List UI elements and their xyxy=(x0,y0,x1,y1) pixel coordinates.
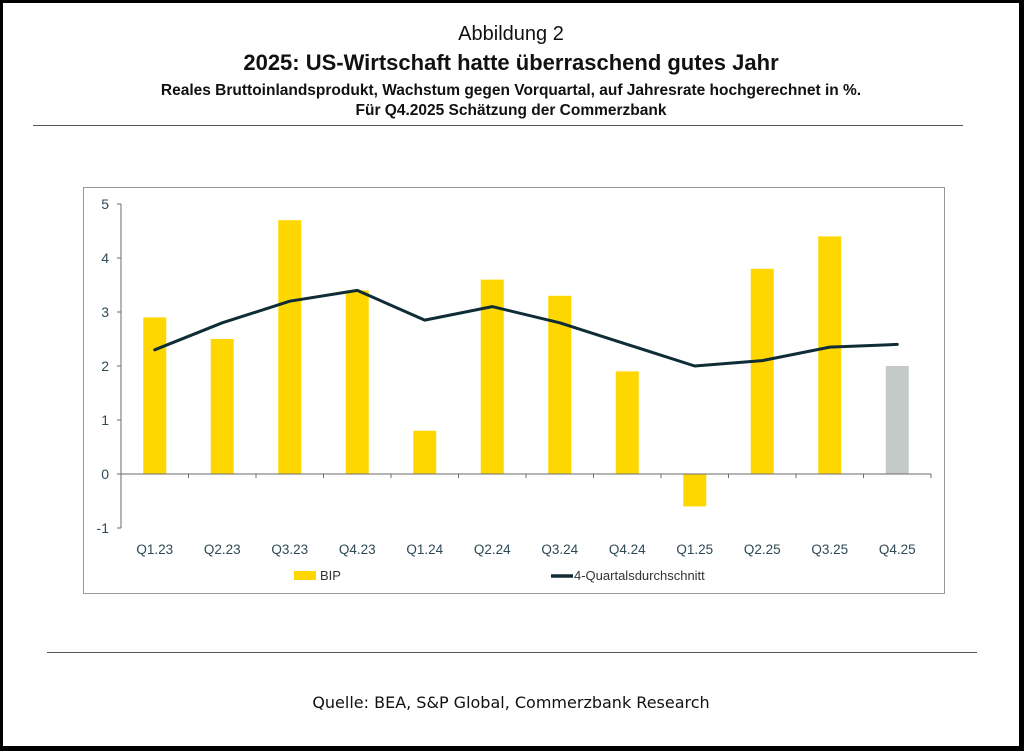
bar xyxy=(278,220,302,474)
y-axis: 5 4 3 2 1 0 -1 xyxy=(97,196,122,536)
x-tick-label: Q2.25 xyxy=(744,542,781,557)
y-tick-label: 4 xyxy=(101,250,109,266)
y-tick-label: -1 xyxy=(97,520,110,536)
x-tick-label: Q2.23 xyxy=(204,542,241,557)
bar xyxy=(480,279,504,474)
figure-label: Abbildung 2 xyxy=(458,23,564,45)
chart-title: 2025: US-Wirtschaft hatte überraschend g… xyxy=(243,50,779,75)
x-tick-label: Q1.23 xyxy=(136,542,173,557)
bar-estimate xyxy=(885,366,909,474)
x-tick-label: Q3.24 xyxy=(541,542,578,557)
y-tick-label: 5 xyxy=(101,196,109,212)
x-tick-label: Q1.25 xyxy=(676,542,713,557)
y-tick-label: 0 xyxy=(101,466,109,482)
y-tick-label: 1 xyxy=(101,412,109,428)
x-axis: Q1.23 Q2.23 Q3.23 Q4.23 Q1.24 Q2.24 Q3.24 Q4.24… xyxy=(120,473,932,557)
x-tick-label: Q4.24 xyxy=(609,542,646,557)
bar xyxy=(548,295,572,474)
bar xyxy=(683,474,707,507)
x-tick-label: Q3.23 xyxy=(271,542,308,557)
legend-swatch-bip xyxy=(294,571,316,580)
bar xyxy=(750,268,774,474)
legend: BIP 4-Quartalsdurchschnitt xyxy=(294,568,705,583)
figure-frame: Abbildung 2 2025: US-Wirtschaft hatte üb… xyxy=(3,3,1019,746)
subtitle-line-1: Reales Bruttoinlandsprodukt, Wachstum ge… xyxy=(160,82,862,99)
bars xyxy=(143,220,909,507)
x-tick-label: Q2.24 xyxy=(474,542,511,557)
x-tick-label: Q1.24 xyxy=(406,542,443,557)
line-series xyxy=(153,288,899,368)
bottom-divider xyxy=(47,652,977,653)
chart-area: 5 4 3 2 1 0 -1 Q1.23 Q2.23 Q3.23 Q4.23 Q1.24 Q2.24 Q… xyxy=(83,187,945,594)
y-tick-label: 2 xyxy=(101,358,109,374)
bar xyxy=(413,430,437,474)
x-tick-label: Q3.25 xyxy=(811,542,848,557)
top-divider xyxy=(33,125,963,126)
bar xyxy=(143,317,167,474)
bar xyxy=(615,371,639,474)
x-tick-label: Q4.23 xyxy=(339,542,376,557)
bar xyxy=(818,236,842,474)
source-note: Quelle: BEA, S&P Global, Commerzbank Res… xyxy=(312,693,710,712)
y-tick-label: 3 xyxy=(101,304,109,320)
legend-label-bip: BIP xyxy=(320,568,341,583)
line-4q-average xyxy=(153,288,899,368)
x-tick-label: Q4.25 xyxy=(879,542,916,557)
bar xyxy=(345,290,369,474)
chart-subtitle: Reales Bruttoinlandsprodukt, Wachstum ge… xyxy=(3,81,1019,121)
legend-label-4q-avg: 4-Quartalsdurchschnitt xyxy=(574,568,705,583)
subtitle-line-2: Für Q4.2025 Schätzung der Commerzbank xyxy=(355,102,667,119)
bar xyxy=(210,339,234,474)
